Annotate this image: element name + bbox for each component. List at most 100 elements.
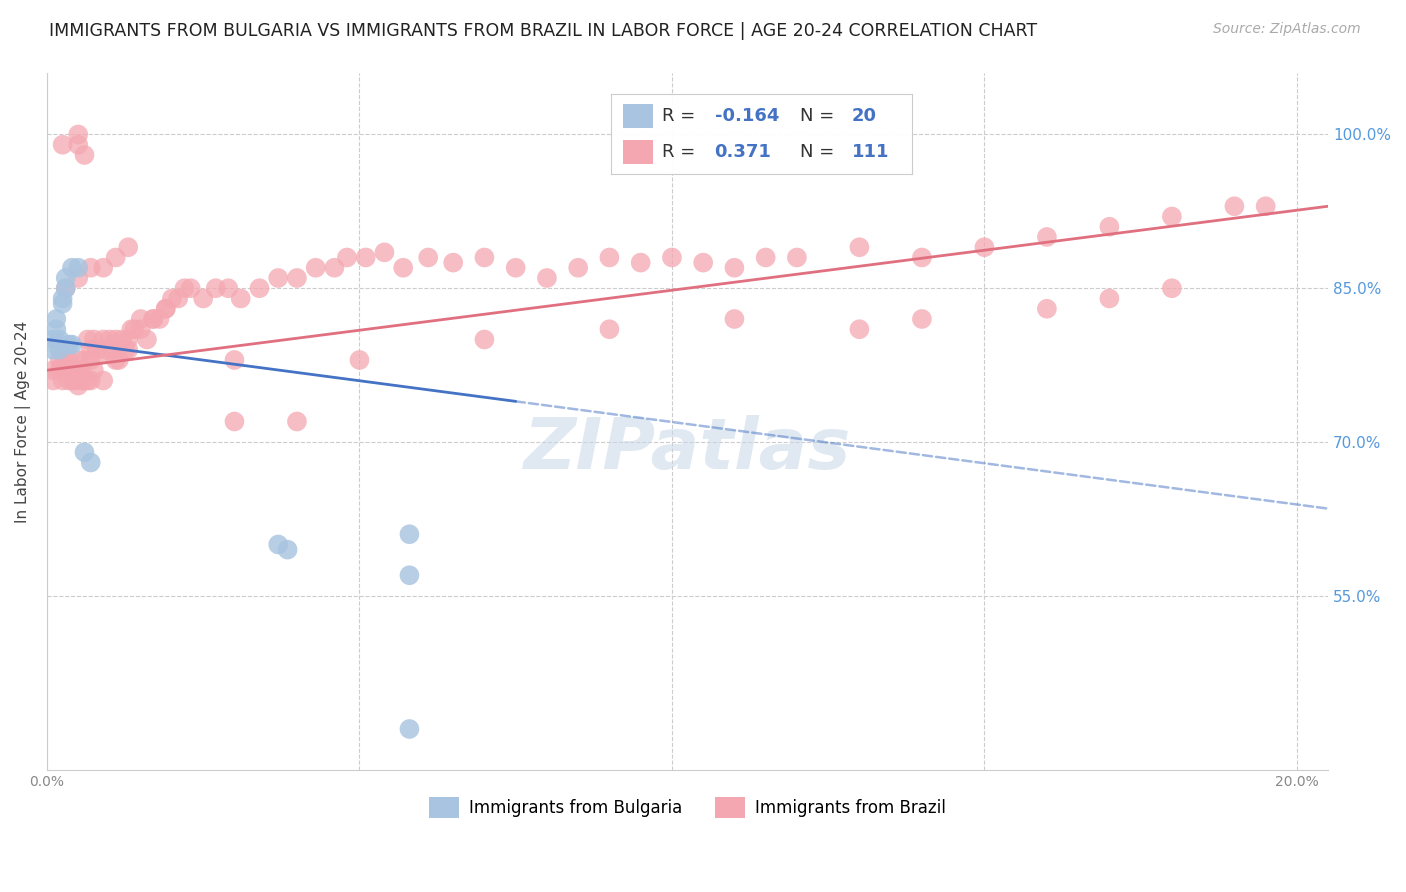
Point xyxy=(67,378,90,392)
Point xyxy=(73,374,96,388)
Point xyxy=(160,292,183,306)
Point xyxy=(111,333,134,347)
Point xyxy=(1254,199,1277,213)
Point xyxy=(91,260,114,275)
Point xyxy=(73,148,96,162)
Point xyxy=(120,322,142,336)
Point xyxy=(70,363,93,377)
Point xyxy=(73,353,96,368)
Point xyxy=(349,353,371,368)
Text: ZIPatlas: ZIPatlas xyxy=(524,415,851,483)
Point xyxy=(398,722,420,736)
Point xyxy=(55,271,77,285)
Text: IMMIGRANTS FROM BULGARIA VS IMMIGRANTS FROM BRAZIL IN LABOR FORCE | AGE 20-24 CO: IMMIGRANTS FROM BULGARIA VS IMMIGRANTS F… xyxy=(49,22,1038,40)
Point xyxy=(63,363,86,377)
Point xyxy=(373,245,395,260)
Point xyxy=(1160,210,1182,224)
Point xyxy=(48,343,70,357)
Point xyxy=(155,301,177,316)
Point xyxy=(67,137,90,152)
Point xyxy=(67,271,90,285)
Point xyxy=(80,260,103,275)
Point xyxy=(911,251,934,265)
Point xyxy=(474,251,496,265)
Point xyxy=(723,260,745,275)
Point xyxy=(323,260,346,275)
Point xyxy=(1098,219,1121,234)
Point xyxy=(441,255,464,269)
Point xyxy=(1036,230,1059,244)
Point xyxy=(67,353,90,368)
Point xyxy=(354,251,377,265)
Point xyxy=(52,292,75,306)
Point xyxy=(1036,301,1059,316)
Point xyxy=(567,260,589,275)
Point xyxy=(108,353,131,368)
Point xyxy=(911,312,934,326)
Point xyxy=(67,260,90,275)
Point xyxy=(101,343,124,357)
Point xyxy=(193,292,215,306)
Point xyxy=(58,374,80,388)
Point xyxy=(45,322,67,336)
Point xyxy=(42,374,65,388)
Point xyxy=(117,333,139,347)
Point xyxy=(142,312,165,326)
Point xyxy=(55,281,77,295)
Point xyxy=(86,343,108,357)
Point xyxy=(224,353,246,368)
Point xyxy=(392,260,415,275)
Point xyxy=(52,374,75,388)
Point xyxy=(42,343,65,357)
Point xyxy=(60,363,83,377)
Point xyxy=(848,240,870,254)
Point xyxy=(48,353,70,368)
Point xyxy=(76,333,98,347)
Point xyxy=(277,542,299,557)
Point xyxy=(52,137,75,152)
Point xyxy=(60,260,83,275)
Point xyxy=(80,353,103,368)
Point xyxy=(80,374,103,388)
Point xyxy=(786,251,808,265)
Point xyxy=(1223,199,1246,213)
Point xyxy=(45,312,67,326)
Y-axis label: In Labor Force | Age 20-24: In Labor Force | Age 20-24 xyxy=(15,320,31,523)
Point xyxy=(114,343,136,357)
Point xyxy=(76,374,98,388)
Point xyxy=(42,333,65,347)
Point xyxy=(285,415,308,429)
Point xyxy=(104,353,127,368)
Point xyxy=(117,343,139,357)
Point xyxy=(89,348,111,362)
Point xyxy=(142,312,165,326)
Point xyxy=(474,333,496,347)
Point xyxy=(398,568,420,582)
Point xyxy=(1160,281,1182,295)
Point xyxy=(63,374,86,388)
Point xyxy=(67,368,90,383)
Point xyxy=(55,281,77,295)
Point xyxy=(1098,292,1121,306)
Point xyxy=(285,271,308,285)
Point xyxy=(136,333,159,347)
Point xyxy=(173,281,195,295)
Point xyxy=(117,240,139,254)
Point xyxy=(124,322,146,336)
Point xyxy=(55,363,77,377)
Point xyxy=(305,260,328,275)
Point xyxy=(58,337,80,351)
Point xyxy=(692,255,714,269)
Point xyxy=(60,374,83,388)
Point xyxy=(148,312,170,326)
Point xyxy=(52,358,75,372)
Legend: Immigrants from Bulgaria, Immigrants from Brazil: Immigrants from Bulgaria, Immigrants fro… xyxy=(422,790,953,824)
Point xyxy=(224,415,246,429)
Point xyxy=(73,445,96,459)
Point xyxy=(60,337,83,351)
Point xyxy=(48,333,70,347)
Point xyxy=(129,322,152,336)
Point xyxy=(52,296,75,310)
Point xyxy=(48,363,70,377)
Point xyxy=(58,353,80,368)
